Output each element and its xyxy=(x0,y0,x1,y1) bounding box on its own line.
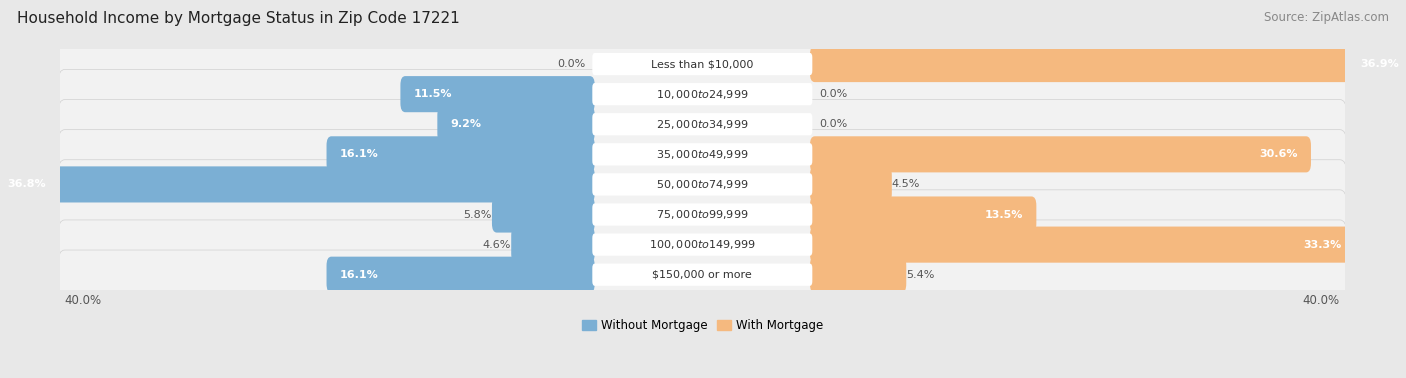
FancyBboxPatch shape xyxy=(810,46,1406,82)
FancyBboxPatch shape xyxy=(326,257,595,293)
FancyBboxPatch shape xyxy=(810,136,1310,172)
Text: $35,000 to $49,999: $35,000 to $49,999 xyxy=(657,148,748,161)
Text: 36.9%: 36.9% xyxy=(1361,59,1399,69)
FancyBboxPatch shape xyxy=(592,203,813,226)
Text: Household Income by Mortgage Status in Zip Code 17221: Household Income by Mortgage Status in Z… xyxy=(17,11,460,26)
Text: $50,000 to $74,999: $50,000 to $74,999 xyxy=(657,178,748,191)
FancyBboxPatch shape xyxy=(58,160,1347,209)
Text: $10,000 to $24,999: $10,000 to $24,999 xyxy=(657,88,748,101)
Text: 40.0%: 40.0% xyxy=(65,294,101,307)
FancyBboxPatch shape xyxy=(810,197,1036,232)
Legend: Without Mortgage, With Mortgage: Without Mortgage, With Mortgage xyxy=(576,314,828,337)
Text: $150,000 or more: $150,000 or more xyxy=(652,270,752,280)
FancyBboxPatch shape xyxy=(810,166,891,203)
Text: 0.0%: 0.0% xyxy=(820,89,848,99)
FancyBboxPatch shape xyxy=(58,220,1347,269)
FancyBboxPatch shape xyxy=(58,190,1347,239)
FancyBboxPatch shape xyxy=(810,257,907,293)
Text: $75,000 to $99,999: $75,000 to $99,999 xyxy=(657,208,748,221)
FancyBboxPatch shape xyxy=(58,250,1347,299)
FancyBboxPatch shape xyxy=(437,106,595,142)
Text: $25,000 to $34,999: $25,000 to $34,999 xyxy=(657,118,748,131)
Text: 5.4%: 5.4% xyxy=(907,270,935,280)
FancyBboxPatch shape xyxy=(326,136,595,172)
FancyBboxPatch shape xyxy=(592,234,813,256)
FancyBboxPatch shape xyxy=(58,70,1347,119)
FancyBboxPatch shape xyxy=(0,166,595,203)
Text: Source: ZipAtlas.com: Source: ZipAtlas.com xyxy=(1264,11,1389,24)
Text: 4.6%: 4.6% xyxy=(482,240,512,249)
Text: 13.5%: 13.5% xyxy=(986,209,1024,220)
FancyBboxPatch shape xyxy=(512,226,595,263)
FancyBboxPatch shape xyxy=(592,83,813,105)
FancyBboxPatch shape xyxy=(592,53,813,75)
FancyBboxPatch shape xyxy=(58,99,1347,149)
Text: 33.3%: 33.3% xyxy=(1303,240,1341,249)
Text: 5.8%: 5.8% xyxy=(464,209,492,220)
FancyBboxPatch shape xyxy=(58,130,1347,179)
Text: 4.5%: 4.5% xyxy=(891,180,920,189)
Text: 0.0%: 0.0% xyxy=(820,119,848,129)
Text: 0.0%: 0.0% xyxy=(557,59,585,69)
FancyBboxPatch shape xyxy=(492,197,595,232)
Text: 36.8%: 36.8% xyxy=(7,180,45,189)
FancyBboxPatch shape xyxy=(592,263,813,286)
FancyBboxPatch shape xyxy=(810,226,1354,263)
Text: $100,000 to $149,999: $100,000 to $149,999 xyxy=(650,238,755,251)
FancyBboxPatch shape xyxy=(58,39,1347,89)
Text: 9.2%: 9.2% xyxy=(450,119,481,129)
FancyBboxPatch shape xyxy=(592,143,813,166)
Text: 30.6%: 30.6% xyxy=(1260,149,1298,160)
FancyBboxPatch shape xyxy=(401,76,595,112)
Text: 16.1%: 16.1% xyxy=(339,149,378,160)
Text: Less than $10,000: Less than $10,000 xyxy=(651,59,754,69)
FancyBboxPatch shape xyxy=(592,113,813,135)
Text: 40.0%: 40.0% xyxy=(1303,294,1340,307)
Text: 11.5%: 11.5% xyxy=(413,89,451,99)
FancyBboxPatch shape xyxy=(592,173,813,195)
Text: 16.1%: 16.1% xyxy=(339,270,378,280)
